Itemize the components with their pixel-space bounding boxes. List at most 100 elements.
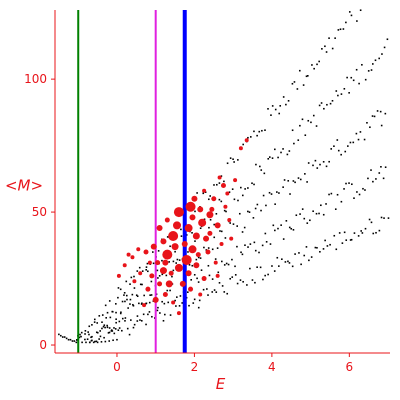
background-point xyxy=(151,251,154,253)
background-point xyxy=(348,92,350,94)
highlight-point xyxy=(229,236,234,241)
background-point xyxy=(161,273,164,276)
background-point xyxy=(101,314,104,316)
background-point xyxy=(231,258,233,261)
background-point xyxy=(291,82,294,85)
background-point xyxy=(147,270,149,273)
background-point xyxy=(331,47,334,50)
background-point xyxy=(167,301,170,304)
background-point xyxy=(96,322,99,324)
highlight-point xyxy=(244,138,249,143)
background-point xyxy=(159,312,161,314)
background-point xyxy=(115,303,117,305)
background-point xyxy=(157,277,159,279)
highlight-point xyxy=(130,255,135,260)
background-point xyxy=(127,307,129,309)
background-point xyxy=(158,275,161,277)
highlight-point xyxy=(143,249,149,255)
highlight-point xyxy=(188,286,194,292)
background-point xyxy=(322,213,325,216)
background-point xyxy=(301,118,304,121)
background-point xyxy=(267,157,270,160)
background-point xyxy=(110,330,113,332)
highlight-point xyxy=(233,178,238,183)
background-point xyxy=(278,192,280,194)
background-point xyxy=(138,266,141,269)
background-point xyxy=(131,293,134,296)
background-point xyxy=(369,126,371,129)
background-point xyxy=(207,247,210,249)
highlight-point xyxy=(159,267,167,275)
background-point xyxy=(207,294,209,296)
background-point xyxy=(333,145,335,147)
background-point xyxy=(252,217,255,219)
background-point xyxy=(175,262,177,264)
background-point xyxy=(136,320,139,322)
background-point xyxy=(194,240,196,242)
background-point xyxy=(199,227,202,230)
background-point xyxy=(229,277,232,280)
highlight-point xyxy=(132,279,137,284)
highlight-point xyxy=(174,263,183,272)
background-point xyxy=(220,230,223,233)
background-point xyxy=(383,217,385,219)
background-point xyxy=(249,136,252,138)
background-point xyxy=(384,166,387,169)
background-point xyxy=(148,301,151,304)
background-point xyxy=(256,266,258,268)
background-point xyxy=(355,68,358,71)
highlight-point xyxy=(181,240,188,247)
background-point xyxy=(223,291,226,293)
highlight-point xyxy=(217,175,222,180)
highlight-point xyxy=(162,249,173,260)
background-point xyxy=(217,271,220,274)
background-point xyxy=(247,136,249,139)
highlight-point xyxy=(164,217,170,223)
background-point xyxy=(208,274,211,277)
background-point xyxy=(360,230,362,232)
background-point xyxy=(161,259,163,262)
background-point xyxy=(145,266,148,268)
background-point xyxy=(162,319,165,322)
background-point xyxy=(297,177,300,179)
background-point xyxy=(138,302,140,305)
background-point xyxy=(334,37,336,39)
background-point xyxy=(280,224,282,226)
background-point xyxy=(272,224,275,227)
background-point xyxy=(299,178,302,181)
background-point xyxy=(282,186,284,188)
background-point xyxy=(198,299,201,302)
background-point xyxy=(326,245,329,247)
background-point xyxy=(285,220,288,222)
background-point xyxy=(93,321,96,323)
background-point xyxy=(202,192,205,195)
background-point xyxy=(220,175,223,177)
background-point xyxy=(211,248,214,251)
background-point xyxy=(300,263,302,266)
background-point xyxy=(130,319,132,321)
background-point xyxy=(213,289,216,291)
background-point xyxy=(234,265,236,268)
background-point xyxy=(319,250,321,253)
background-point xyxy=(273,270,276,272)
background-point xyxy=(287,100,290,102)
background-point xyxy=(296,88,299,90)
background-point xyxy=(366,121,368,124)
background-point xyxy=(264,232,267,235)
highlight-point xyxy=(165,280,173,288)
background-point xyxy=(216,247,219,249)
background-point xyxy=(176,258,179,261)
background-point xyxy=(174,299,176,302)
background-point xyxy=(203,218,206,221)
background-point xyxy=(176,296,178,298)
background-point xyxy=(304,134,307,137)
background-point xyxy=(191,264,194,267)
background-point xyxy=(166,236,169,238)
background-point xyxy=(215,291,218,293)
background-point xyxy=(175,305,177,307)
background-point xyxy=(318,104,321,107)
highlight-point xyxy=(238,146,243,151)
background-point xyxy=(96,341,99,344)
background-point xyxy=(326,103,328,106)
